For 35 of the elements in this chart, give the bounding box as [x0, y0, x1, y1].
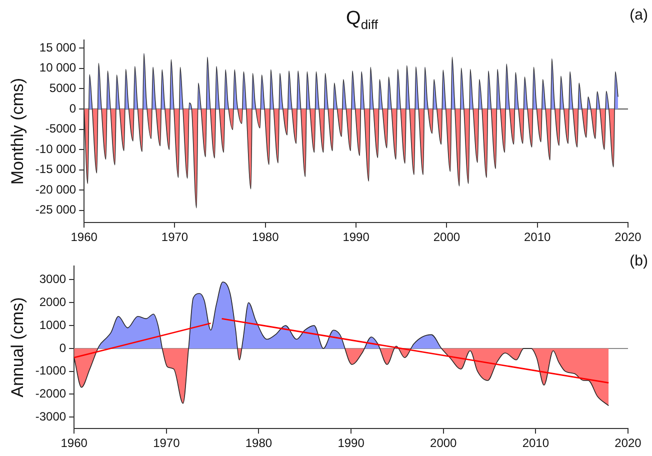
y-axis-title: Annual (cms)	[8, 297, 27, 398]
x-tick-label: 2010	[522, 436, 550, 450]
y-tick-label: -15 000	[35, 162, 76, 176]
x-tick-label: 2020	[614, 230, 642, 244]
y-tick-label: 1000	[39, 318, 66, 332]
y-tick-label: 5000	[49, 81, 76, 96]
x-tick-label: 1980	[245, 436, 272, 450]
y-tick-label: 3000	[39, 272, 66, 286]
y-tick-label: -5000	[45, 122, 76, 136]
x-tick-label: 1960	[60, 436, 88, 450]
y-tick-label: -2000	[35, 386, 66, 401]
chart-title: Q$_{diff}$	[345, 8, 379, 32]
x-tick-label: 1970	[153, 436, 180, 450]
x-tick-label: 1960	[70, 230, 98, 244]
y-tick-label: 10 000	[39, 60, 76, 75]
y-tick-label: 2000	[39, 294, 66, 309]
x-tick-label: 2020	[614, 436, 642, 450]
text: (b)	[630, 252, 648, 270]
y-tick-label: -3000	[35, 409, 66, 424]
y-axis-title: Monthly (cms)	[8, 78, 27, 185]
y-tick-label: -10 000	[35, 142, 76, 156]
x-tick-label: 1980	[252, 230, 280, 244]
x-tick-label: 2010	[524, 230, 552, 244]
x-tick-label: 1970	[161, 230, 188, 244]
text: (a)	[630, 6, 648, 24]
y-tick-label: 15 000	[39, 40, 76, 54]
y-tick-label: 0	[69, 101, 76, 116]
x-tick-label: 2000	[433, 230, 460, 244]
y-tick-label: 0	[59, 340, 66, 355]
y-tick-label: -25 000	[35, 202, 76, 217]
y-tick-label: -20 000	[35, 182, 76, 196]
y-tick-label: -1000	[35, 364, 66, 378]
x-tick-label: 2000	[430, 436, 458, 450]
x-tick-label: 1990	[342, 230, 370, 244]
x-tick-label: 1990	[338, 436, 365, 450]
